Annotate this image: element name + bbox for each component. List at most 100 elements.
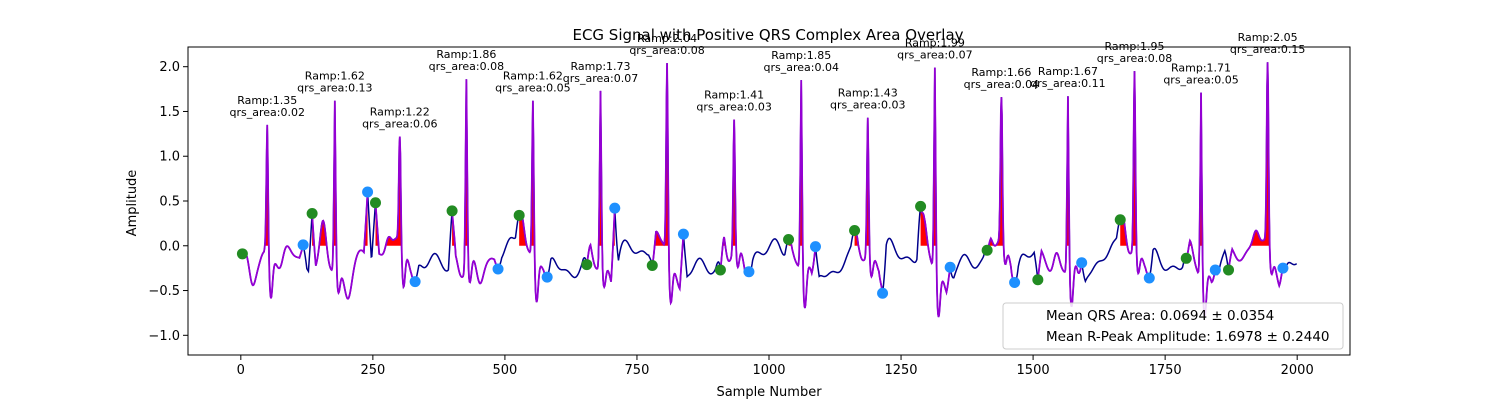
r-peak-annotation-line-13-1: qrs_area:0.08 (1097, 52, 1172, 65)
r-peak-annotation-2: Ramp:1.22 qrs_area:0.06 (362, 106, 437, 131)
r-peak-annotation-15: Ramp:2.05 qrs_area:0.15 (1230, 31, 1305, 56)
qrs-segment-0 (242, 124, 305, 299)
x-tick-label-8: 2000 (1281, 363, 1314, 378)
r-peak-annotation-6: Ramp:2.04 qrs_area:0.08 (629, 32, 704, 57)
r-peak-annotation-5: Ramp:1.73 qrs_area:0.07 (563, 60, 638, 85)
q-point-10 (915, 200, 927, 212)
qrs-segment-13 (1120, 71, 1151, 279)
qrs-area-fill-1 (312, 100, 368, 246)
r-peak-annotation-line-4-0: Ramp:1.62 (503, 70, 563, 83)
q-point-8 (783, 234, 795, 245)
r-peak-annotation-12: Ramp:1.67 qrs_area:0.11 (1030, 65, 1105, 90)
y-tick-label-2: 0.0 (159, 239, 180, 254)
ticks-layer: 0 250 500 750 1000 1250 1500 1750 2000 −1.0 −0.5 0.… (148, 60, 1313, 378)
legend: Mean QRS Area: 0.0694 ± 0.0354 Mean R-Pe… (1002, 302, 1344, 350)
y-axis-label: Amplitude (125, 170, 140, 237)
x-tick-label-1: 250 (360, 363, 385, 378)
r-peak-annotation-line-0-0: Ramp:1.35 (237, 94, 297, 107)
r-peak-annotation-1: Ramp:1.62 qrs_area:0.13 (297, 70, 372, 95)
q-point-15 (1223, 264, 1235, 276)
r-peak-annotation-9: Ramp:1.43 qrs_area:0.03 (830, 87, 905, 112)
x-tick-label-7: 1750 (1149, 363, 1182, 378)
q-point-13 (1114, 214, 1126, 226)
r-peak-annotation-line-7-0: Ramp:1.41 (704, 89, 764, 102)
r-peak-annotation-line-3-1: qrs_area:0.08 (429, 60, 504, 73)
r-peak-annotation-7: Ramp:1.41 qrs_area:0.03 (696, 89, 771, 114)
qrs-segment-5 (585, 90, 616, 290)
y-tick-label-6: 2.0 (159, 60, 180, 75)
r-peak-annotation-11: Ramp:1.66 qrs_area:0.04 (964, 66, 1039, 91)
qrs-segment-3 (451, 79, 499, 285)
r-peak-annotation-line-15-0: Ramp:2.05 (1238, 31, 1298, 44)
s-point-9 (877, 287, 889, 299)
r-peak-annotation-10: Ramp:1.99 qrs_area:0.07 (897, 37, 972, 62)
r-peak-annotation-0: Ramp:1.35 qrs_area:0.02 (229, 94, 304, 119)
x-tick-label-3: 750 (625, 363, 650, 378)
r-peak-annotation-line-9-0: Ramp:1.43 (838, 87, 898, 100)
legend-entry-qrs-area: Mean QRS Area: 0.0694 ± 0.0354 (1046, 308, 1274, 324)
s-point-14 (1209, 264, 1221, 276)
r-peak-annotation-line-9-1: qrs_area:0.03 (830, 99, 905, 112)
qrs-area-fill-3 (452, 79, 499, 246)
r-peak-annotation-4: Ramp:1.62 qrs_area:0.05 (495, 70, 570, 95)
q-point-9 (849, 225, 861, 237)
q-point-3 (446, 205, 458, 217)
q-point-4 (513, 209, 525, 221)
s-point-12 (1076, 257, 1088, 269)
s-point-3 (492, 263, 504, 275)
r-peak-annotation-line-12-1: qrs_area:0.11 (1030, 77, 1105, 90)
s-point-11 (1009, 276, 1021, 288)
r-peak-annotation-line-15-1: qrs_area:0.15 (1230, 43, 1305, 56)
r-peak-annotation-line-1-0: Ramp:1.62 (305, 70, 365, 83)
r-peak-annotation-line-4-1: qrs_area:0.05 (495, 82, 570, 95)
q-point-0 (236, 248, 248, 260)
y-tick-label-1: −0.5 (148, 284, 180, 299)
x-tick-label-0: 0 (237, 363, 245, 378)
r-peak-annotation-line-5-1: qrs_area:0.07 (563, 72, 638, 85)
r-peak-annotation-line-10-1: qrs_area:0.07 (897, 49, 972, 62)
q-point-2 (370, 197, 382, 209)
legend-entry-r-peak: Mean R-Peak Amplitude: 1.6978 ± 0.2440 (1046, 329, 1330, 345)
qrs-segment-15 (1227, 62, 1284, 289)
q-point-1 (306, 208, 318, 220)
legend-box (1002, 302, 1344, 350)
s-point-1 (362, 186, 374, 198)
qrs-area-fill-2 (375, 136, 416, 246)
s-point-13 (1143, 272, 1155, 284)
r-peak-annotation-line-1-1: qrs_area:0.13 (297, 82, 372, 95)
s-point-0 (297, 239, 309, 251)
r-peak-annotation-8: Ramp:1.85 qrs_area:0.04 (763, 49, 838, 74)
qrs-segment-7 (719, 119, 750, 277)
x-tick-label-5: 1250 (884, 363, 917, 378)
q-point-12 (1032, 274, 1044, 286)
x-tick-label-6: 1500 (1017, 363, 1050, 378)
y-tick-label-3: 0.5 (159, 195, 180, 210)
chart-title: ECG Signal with Positive QRS Complex Are… (572, 26, 963, 44)
qrs-area-fill-12 (1037, 96, 1082, 246)
qrs-segment-11 (986, 97, 1016, 284)
q-point-14 (1180, 252, 1192, 264)
x-tick-label-4: 1000 (752, 363, 785, 378)
qrs-segment-14 (1185, 92, 1217, 317)
r-peak-annotation-line-14-0: Ramp:1.71 (1171, 62, 1231, 75)
r-peak-annotation-line-0-1: qrs_area:0.02 (229, 106, 304, 119)
s-point-5 (609, 202, 621, 214)
q-point-5 (581, 259, 593, 271)
r-peak-annotation-line-10-0: Ramp:1.99 (905, 37, 965, 50)
r-peak-annotation-line-7-1: qrs_area:0.03 (696, 101, 771, 114)
q-point-6 (646, 259, 658, 271)
s-point-4 (541, 271, 553, 283)
x-tick-label-2: 500 (492, 363, 517, 378)
r-peak-annotation-line-5-0: Ramp:1.73 (570, 60, 630, 73)
r-peak-annotation-line-6-1: qrs_area:0.08 (629, 44, 704, 57)
qrs-segment-4 (518, 100, 548, 303)
qrs-segment-12 (1036, 96, 1083, 308)
qrs-area-fill-15 (1228, 62, 1283, 246)
s-point-8 (809, 241, 821, 253)
qrs-segment-2 (374, 136, 416, 290)
qrs-segment-6 (651, 63, 685, 306)
r-peak-annotation-14: Ramp:1.71 qrs_area:0.05 (1163, 62, 1238, 87)
